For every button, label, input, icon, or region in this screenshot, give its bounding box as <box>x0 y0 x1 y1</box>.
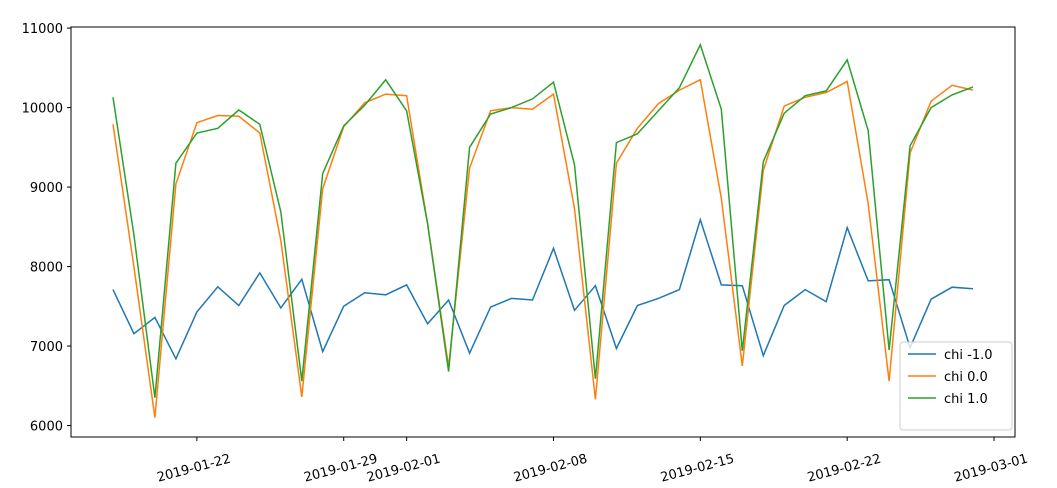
legend-label: chi 1.0 <box>944 392 988 407</box>
x-tick-label: 2019-02-15 <box>659 452 736 486</box>
x-tick-label: 2019-02-01 <box>365 452 442 486</box>
legend-label: chi -1.0 <box>944 348 993 363</box>
y-tick-label: 10000 <box>22 102 63 117</box>
y-tick-label: 6000 <box>30 420 63 435</box>
y-tick-label: 7000 <box>30 340 63 355</box>
x-tick-label: 2019-02-08 <box>512 452 589 486</box>
series-line <box>112 42 974 398</box>
axes-frame <box>70 26 1016 438</box>
x-tick-label: 2019-03-01 <box>953 452 1030 486</box>
y-tick-label: 9000 <box>30 181 63 196</box>
legend-label: chi 0.0 <box>944 370 988 385</box>
y-tick-label: 11000 <box>22 22 63 37</box>
series-line <box>112 78 974 418</box>
series-line <box>112 217 974 361</box>
y-tick-label: 8000 <box>30 261 63 276</box>
legend-box <box>899 341 1013 431</box>
x-tick-label: 2019-01-22 <box>156 452 233 486</box>
x-tick-label: 2019-02-22 <box>806 452 883 486</box>
legend: chi -1.0 chi 0.0 chi 1.0 <box>899 341 1013 431</box>
